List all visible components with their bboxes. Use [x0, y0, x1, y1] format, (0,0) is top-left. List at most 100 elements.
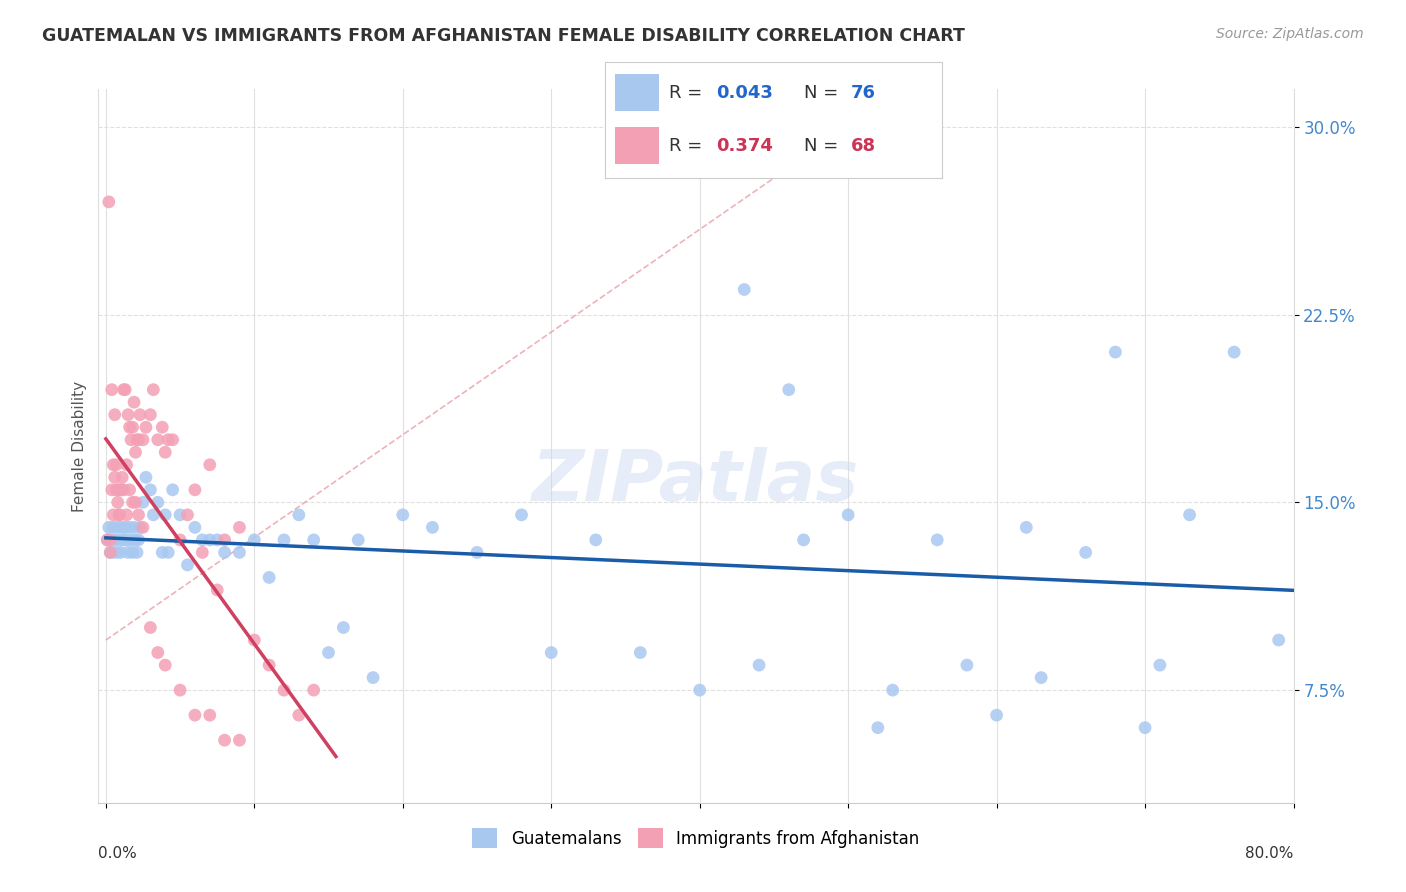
Point	[120, 433, 142, 447]
Point	[162, 433, 184, 447]
Point	[157, 433, 180, 447]
Point	[121, 420, 143, 434]
Point	[1223, 345, 1246, 359]
Point	[120, 533, 142, 547]
Point	[139, 408, 162, 422]
Point	[101, 383, 124, 397]
Point	[121, 545, 143, 559]
Point	[114, 520, 136, 534]
Point	[98, 533, 121, 547]
Point	[112, 383, 135, 397]
Bar	[614, 74, 658, 112]
Point	[125, 545, 148, 559]
Point	[347, 533, 370, 547]
Point	[129, 408, 152, 422]
Point	[986, 708, 1008, 723]
Point	[110, 545, 132, 559]
Point	[104, 470, 127, 484]
Point	[103, 520, 125, 534]
Text: 68: 68	[851, 137, 876, 155]
Point	[422, 520, 444, 534]
Point	[1267, 633, 1289, 648]
Point	[228, 520, 250, 534]
Point	[108, 508, 131, 522]
Point	[198, 708, 221, 723]
Point	[243, 533, 266, 547]
Point	[302, 533, 325, 547]
Point	[198, 533, 221, 547]
Point	[98, 545, 121, 559]
Point	[361, 671, 384, 685]
Point	[118, 520, 141, 534]
Point	[132, 520, 155, 534]
Point	[510, 508, 533, 522]
Point	[101, 483, 124, 497]
Point	[288, 508, 311, 522]
Point	[228, 545, 250, 559]
Point	[1149, 658, 1171, 673]
Point	[128, 508, 150, 522]
Point	[1104, 345, 1126, 359]
Point	[184, 483, 207, 497]
Text: ZIPatlas: ZIPatlas	[533, 447, 859, 516]
Point	[103, 508, 125, 522]
Point	[117, 408, 139, 422]
Point	[1178, 508, 1201, 522]
Point	[124, 445, 146, 459]
Point	[142, 508, 165, 522]
Point	[243, 633, 266, 648]
Point	[108, 508, 131, 522]
Point	[124, 495, 146, 509]
Point	[110, 483, 132, 497]
Point	[101, 545, 124, 559]
Point	[108, 533, 131, 547]
Point	[169, 533, 191, 547]
Point	[115, 533, 138, 547]
Point	[302, 683, 325, 698]
Text: 76: 76	[851, 84, 876, 102]
Point	[540, 646, 562, 660]
Point	[191, 545, 214, 559]
Point	[778, 383, 800, 397]
Point	[191, 533, 214, 547]
Text: GUATEMALAN VS IMMIGRANTS FROM AFGHANISTAN FEMALE DISABILITY CORRELATION CHART: GUATEMALAN VS IMMIGRANTS FROM AFGHANISTA…	[42, 27, 965, 45]
Point	[112, 483, 135, 497]
Point	[257, 570, 280, 584]
Point	[128, 533, 150, 547]
Text: Source: ZipAtlas.com: Source: ZipAtlas.com	[1216, 27, 1364, 41]
Point	[146, 495, 169, 509]
Point	[273, 683, 295, 698]
Point	[128, 433, 150, 447]
Point	[155, 658, 177, 673]
Point	[169, 508, 191, 522]
Point	[866, 721, 889, 735]
Point	[110, 483, 132, 497]
Point	[214, 733, 236, 747]
Point	[103, 458, 125, 472]
Point	[118, 420, 141, 434]
Point	[132, 433, 155, 447]
Point	[105, 483, 128, 497]
Point	[135, 470, 157, 484]
Point	[733, 283, 755, 297]
Point	[1074, 545, 1097, 559]
Point	[465, 545, 488, 559]
Point	[111, 520, 134, 534]
Point	[1015, 520, 1038, 534]
Point	[273, 533, 295, 547]
Point	[882, 683, 904, 698]
Point	[228, 733, 250, 747]
Point	[104, 408, 127, 422]
Point	[124, 533, 146, 547]
Point	[125, 433, 148, 447]
Point	[628, 646, 651, 660]
Point	[139, 621, 162, 635]
Text: 80.0%: 80.0%	[1246, 846, 1294, 861]
Point	[150, 545, 173, 559]
Point	[214, 545, 236, 559]
Text: R =: R =	[669, 84, 707, 102]
Point	[97, 520, 120, 534]
Point	[142, 383, 165, 397]
Text: N =: N =	[804, 137, 844, 155]
Point	[135, 420, 157, 434]
